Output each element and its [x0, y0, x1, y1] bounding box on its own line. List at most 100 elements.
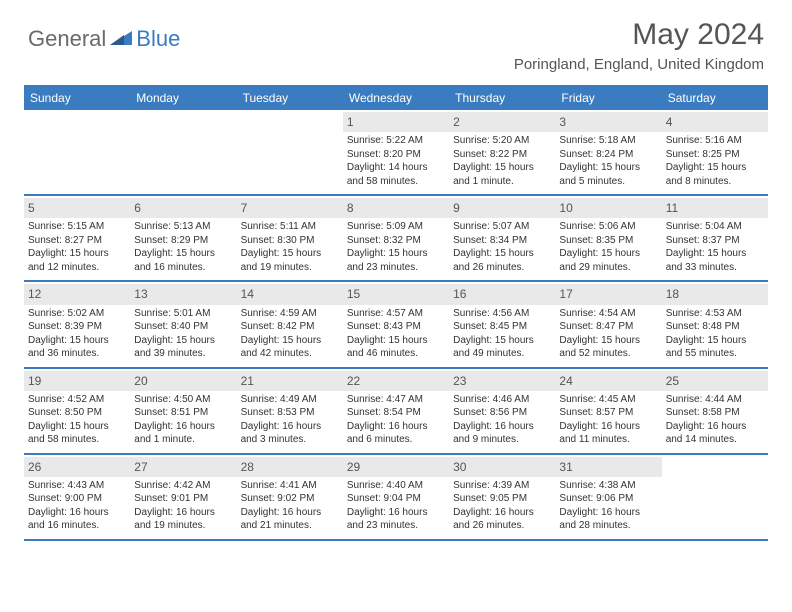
weekday-header: Saturday	[662, 87, 768, 110]
day-number: 19	[24, 371, 130, 391]
day-detail-line: Sunrise: 4:59 AM	[241, 307, 339, 321]
day-detail-line: Sunset: 8:35 PM	[559, 234, 657, 248]
day-detail-line: Daylight: 16 hours and 28 minutes.	[559, 506, 657, 533]
day-number: 27	[130, 457, 236, 477]
day-cell	[662, 455, 768, 539]
day-detail-line: Sunset: 9:05 PM	[453, 492, 551, 506]
day-detail-line: Sunset: 8:47 PM	[559, 320, 657, 334]
week-row: 12Sunrise: 5:02 AMSunset: 8:39 PMDayligh…	[24, 282, 768, 368]
day-cell: 23Sunrise: 4:46 AMSunset: 8:56 PMDayligh…	[449, 369, 555, 453]
day-detail-line: Sunrise: 5:02 AM	[28, 307, 126, 321]
day-detail-line: Sunset: 8:37 PM	[666, 234, 764, 248]
weekday-header: Tuesday	[237, 87, 343, 110]
day-detail-line: Daylight: 15 hours and 1 minute.	[453, 161, 551, 188]
day-cell: 30Sunrise: 4:39 AMSunset: 9:05 PMDayligh…	[449, 455, 555, 539]
day-detail-line: Daylight: 15 hours and 49 minutes.	[453, 334, 551, 361]
day-detail-line: Sunset: 8:20 PM	[347, 148, 445, 162]
day-detail-line: Daylight: 15 hours and 36 minutes.	[28, 334, 126, 361]
day-detail-line: Daylight: 15 hours and 46 minutes.	[347, 334, 445, 361]
day-number: 2	[449, 112, 555, 132]
day-detail-line: Sunset: 8:32 PM	[347, 234, 445, 248]
day-number: 15	[343, 284, 449, 304]
weekday-header: Thursday	[449, 87, 555, 110]
day-number: 22	[343, 371, 449, 391]
calendar: SundayMondayTuesdayWednesdayThursdayFrid…	[24, 85, 768, 541]
weekday-header: Monday	[130, 87, 236, 110]
day-detail-line: Sunrise: 5:22 AM	[347, 134, 445, 148]
day-detail-line: Sunrise: 5:04 AM	[666, 220, 764, 234]
day-number: 12	[24, 284, 130, 304]
brand-suffix: Blue	[136, 26, 180, 52]
day-cell: 24Sunrise: 4:45 AMSunset: 8:57 PMDayligh…	[555, 369, 661, 453]
day-number: 31	[555, 457, 661, 477]
day-number: 11	[662, 198, 768, 218]
day-detail-line: Sunrise: 5:11 AM	[241, 220, 339, 234]
day-cell: 3Sunrise: 5:18 AMSunset: 8:24 PMDaylight…	[555, 110, 661, 194]
week-row: 5Sunrise: 5:15 AMSunset: 8:27 PMDaylight…	[24, 196, 768, 282]
day-detail-line: Sunset: 8:25 PM	[666, 148, 764, 162]
day-cell	[130, 110, 236, 194]
day-number: 13	[130, 284, 236, 304]
brand-triangle-icon	[110, 29, 132, 50]
day-cell: 22Sunrise: 4:47 AMSunset: 8:54 PMDayligh…	[343, 369, 449, 453]
day-detail-line: Sunrise: 4:38 AM	[559, 479, 657, 493]
weekday-header: Sunday	[24, 87, 130, 110]
day-cell: 27 Sunrise: 4:42 AMSunset: 9:01 PMDayligh…	[130, 455, 236, 539]
day-number: 4	[662, 112, 768, 132]
day-detail-line: Sunset: 8:34 PM	[453, 234, 551, 248]
day-detail-line: Sunset: 8:56 PM	[453, 406, 551, 420]
day-detail-line: Daylight: 14 hours and 58 minutes.	[347, 161, 445, 188]
day-detail-line: Daylight: 15 hours and 39 minutes.	[134, 334, 232, 361]
day-detail-line: Daylight: 15 hours and 55 minutes.	[666, 334, 764, 361]
day-detail-line: Sunrise: 5:01 AM	[134, 307, 232, 321]
brand-prefix: General	[28, 26, 106, 52]
day-detail-line: Sunrise: 4:47 AM	[347, 393, 445, 407]
day-detail-line: Sunrise: 4:56 AM	[453, 307, 551, 321]
day-detail-line: Sunrise: 5:15 AM	[28, 220, 126, 234]
day-number: 23	[449, 371, 555, 391]
day-cell: 25Sunrise: 4:44 AMSunset: 8:58 PMDayligh…	[662, 369, 768, 453]
day-detail-line: Daylight: 16 hours and 19 minutes.	[134, 506, 232, 533]
day-detail-line: Daylight: 15 hours and 58 minutes.	[28, 420, 126, 447]
day-detail-line: Sunset: 8:39 PM	[28, 320, 126, 334]
day-number: 3	[555, 112, 661, 132]
title-block: May 2024 Poringland, England, United Kin…	[514, 18, 764, 73]
day-detail-line: Sunset: 8:22 PM	[453, 148, 551, 162]
location-subtitle: Poringland, England, United Kingdom	[514, 56, 764, 73]
day-number: 20	[130, 371, 236, 391]
day-cell: 12 Sunrise: 5:02 AMSunset: 8:39 PMDayligh…	[24, 282, 130, 366]
day-detail-line: Daylight: 16 hours and 1 minute.	[134, 420, 232, 447]
day-detail-line: Sunrise: 5:07 AM	[453, 220, 551, 234]
day-detail-line: Sunrise: 4:39 AM	[453, 479, 551, 493]
week-row: 19Sunrise: 4:52 AMSunset: 8:50 PMDayligh…	[24, 369, 768, 455]
day-detail-line: Sunset: 9:01 PM	[134, 492, 232, 506]
day-number: 10	[555, 198, 661, 218]
day-cell: 2Sunrise: 5:20 AMSunset: 8:22 PMDaylight…	[449, 110, 555, 194]
day-detail-line: Daylight: 15 hours and 5 minutes.	[559, 161, 657, 188]
day-detail-line: Sunset: 8:43 PM	[347, 320, 445, 334]
day-detail-line: Daylight: 16 hours and 21 minutes.	[241, 506, 339, 533]
day-detail-line: Daylight: 16 hours and 6 minutes.	[347, 420, 445, 447]
day-detail-line: Daylight: 16 hours and 16 minutes.	[28, 506, 126, 533]
weeks-container: 1Sunrise: 5:22 AMSunset: 8:20 PMDaylight…	[24, 110, 768, 541]
day-number: 26	[24, 457, 130, 477]
day-detail-line: Sunrise: 4:44 AM	[666, 393, 764, 407]
day-detail-line: Daylight: 15 hours and 23 minutes.	[347, 247, 445, 274]
day-detail-line: Sunrise: 4:54 AM	[559, 307, 657, 321]
day-detail-line: Sunset: 9:06 PM	[559, 492, 657, 506]
day-detail-line: Daylight: 15 hours and 19 minutes.	[241, 247, 339, 274]
day-cell: 9Sunrise: 5:07 AMSunset: 8:34 PMDaylight…	[449, 196, 555, 280]
day-cell: 16Sunrise: 4:56 AMSunset: 8:45 PMDayligh…	[449, 282, 555, 366]
day-detail-line: Sunrise: 4:45 AM	[559, 393, 657, 407]
day-detail-line: Sunrise: 5:09 AM	[347, 220, 445, 234]
weekday-header: Friday	[555, 87, 661, 110]
day-detail-line: Sunrise: 4:42 AM	[134, 479, 232, 493]
day-detail-line: Sunrise: 4:53 AM	[666, 307, 764, 321]
month-title: May 2024	[514, 18, 764, 52]
day-detail-line: Sunrise: 5:13 AM	[134, 220, 232, 234]
day-cell: 14Sunrise: 4:59 AMSunset: 8:42 PMDayligh…	[237, 282, 343, 366]
day-number: 16	[449, 284, 555, 304]
day-cell: 1Sunrise: 5:22 AMSunset: 8:20 PMDaylight…	[343, 110, 449, 194]
day-number: 5	[24, 198, 130, 218]
day-detail-line: Sunset: 8:24 PM	[559, 148, 657, 162]
